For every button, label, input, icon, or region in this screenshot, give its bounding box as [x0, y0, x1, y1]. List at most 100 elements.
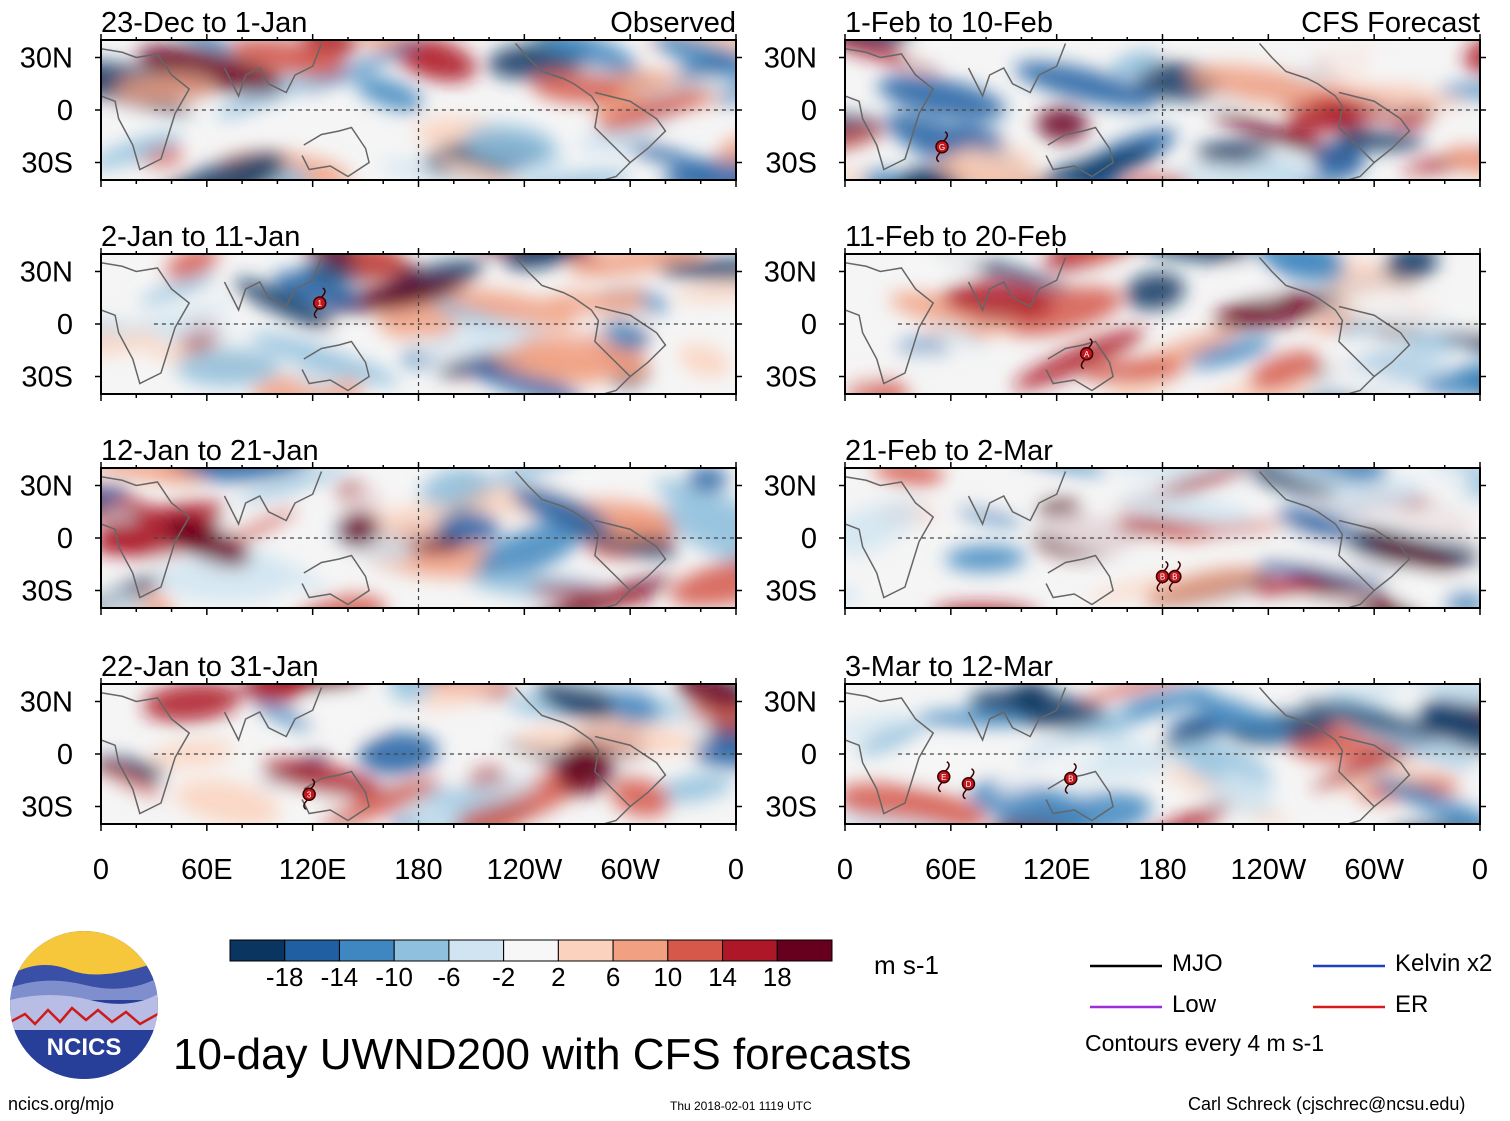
colorbar-tick-label: 2 — [551, 962, 566, 992]
lat-label: 30N — [20, 471, 73, 503]
legend-label: Low — [1172, 991, 1217, 1018]
lat-label: 30N — [764, 471, 817, 503]
panel-3: 30N 0 30S 12-Jan to 21-Jan — [20, 435, 742, 615]
wind-field — [101, 254, 736, 394]
lat-label: 30S — [21, 576, 73, 608]
lon-label: 60E — [181, 854, 233, 886]
storm-marker: D — [961, 768, 976, 800]
lat-label: 30S — [21, 792, 73, 824]
lat-label: 30N — [764, 257, 817, 289]
colorbar-swatch — [393, 939, 450, 962]
lon-label: 120W — [486, 854, 562, 886]
lat-label: 0 — [57, 95, 73, 127]
panel-title: 22-Jan to 31-Jan — [101, 651, 319, 683]
panel-title: 23-Dec to 1-Jan — [101, 7, 307, 39]
storm-marker: 3 — [302, 778, 316, 810]
lon-label: 0 — [728, 854, 744, 886]
colorbar-swatch — [776, 939, 833, 962]
storm-marker: G — [935, 131, 949, 163]
lat-label: 30S — [765, 576, 817, 608]
contour-note: Contours every 4 m s-1 — [1085, 1030, 1325, 1056]
storm-label: B — [1172, 573, 1177, 582]
lat-label: 30N — [20, 257, 73, 289]
storm-label: B — [1068, 775, 1073, 784]
storm-marker: E — [937, 761, 951, 793]
colorbar-swatch — [338, 939, 395, 962]
wind-field — [845, 40, 1480, 180]
storm-label: 3 — [307, 790, 312, 799]
legend-label: Kelvin x2 — [1395, 950, 1493, 977]
colorbar-tick-label: -14 — [320, 962, 359, 992]
lat-label: 30S — [765, 148, 817, 180]
lon-label: 180 — [1138, 854, 1186, 886]
lat-label: 0 — [57, 523, 73, 555]
lat-label: 0 — [801, 95, 817, 127]
lat-label: 30N — [764, 687, 817, 719]
lat-label: 0 — [57, 309, 73, 341]
lat-label: 0 — [801, 523, 817, 555]
panel-title: 11-Feb to 20-Feb — [845, 221, 1067, 253]
panel-4: 30N 0 30S 22-Jan to 31-Jan 3 — [20, 651, 742, 831]
colorbar-swatch — [503, 939, 559, 962]
colorbar-tick-label: 6 — [605, 962, 621, 992]
panel-6: 30N 0 30S 11-Feb to 20-Feb A — [764, 221, 1486, 401]
colorbar-swatch — [448, 939, 505, 962]
footer-url[interactable]: ncics.org/mjo — [8, 1094, 115, 1114]
colorbar-swatch — [667, 939, 724, 962]
coastlines — [101, 687, 667, 824]
wind-field — [101, 684, 736, 824]
lat-label: 30S — [21, 148, 73, 180]
logo-text: NCICS — [47, 1034, 122, 1061]
legend-label: ER — [1395, 991, 1429, 1018]
footer-timestamp: Thu 2018-02-01 1119 UTC — [670, 1099, 812, 1113]
lon-label: 120E — [279, 854, 347, 886]
storm-label: E — [941, 773, 946, 782]
panel-title: 1-Feb to 10-Feb — [845, 7, 1053, 39]
footer-author: Carl Schreck (cjschrec@ncsu.edu) — [1188, 1094, 1466, 1114]
colorbar-tick-label: 18 — [762, 962, 792, 992]
panel-2: 30N 0 30S 2-Jan to 11-Jan 1 — [20, 221, 742, 401]
panel-title: 3-Mar to 12-Mar — [845, 651, 1053, 683]
colorbar-tick-label: 10 — [653, 962, 683, 992]
lat-label: 30S — [765, 362, 817, 394]
panel-title: 2-Jan to 11-Jan — [101, 221, 300, 253]
lat-label: 30S — [21, 362, 73, 394]
colorbar-swatch — [722, 939, 778, 962]
lat-label: 30S — [765, 792, 817, 824]
storm-label: 1 — [317, 299, 322, 308]
colorbar-units: m s-1 — [874, 950, 939, 980]
panel-source: Observed — [610, 7, 736, 39]
panel-7: 30N 0 30S 21-Feb to 2-Mar B B — [764, 435, 1486, 615]
panel-5: 30N 0 30S 1-Feb to 10-Feb CFS Forecast G — [764, 7, 1486, 187]
lat-label: 0 — [801, 739, 817, 771]
colorbar-swatch — [557, 939, 614, 962]
lat-label: 30N — [20, 687, 73, 719]
lat-label: 0 — [801, 309, 817, 341]
storm-marker: B — [1064, 762, 1078, 795]
colorbar-tick-label: -2 — [492, 962, 516, 992]
wind-field — [101, 40, 736, 180]
storm-label: A — [1084, 350, 1090, 359]
legend-label: MJO — [1172, 950, 1223, 977]
lat-label: 30N — [20, 43, 73, 75]
lon-label: 120W — [1230, 854, 1306, 886]
coastlines — [845, 471, 1411, 608]
colorbar-tick-label: -6 — [437, 962, 461, 992]
colorbar-swatch — [612, 939, 669, 962]
lon-label: 0 — [1472, 854, 1488, 886]
lon-label: 60W — [600, 854, 660, 886]
colorbar-swatch — [229, 939, 286, 962]
lon-label: 180 — [394, 854, 442, 886]
chart-title: 10-day UWND200 with CFS forecasts — [173, 1030, 912, 1079]
lon-label: 0 — [837, 854, 853, 886]
coastlines — [101, 43, 667, 180]
lon-label: 60W — [1344, 854, 1404, 886]
coastlines — [101, 471, 667, 608]
colorbar-tick-label: -18 — [265, 962, 304, 992]
coastlines — [845, 43, 1411, 180]
storm-label: B — [1160, 573, 1165, 582]
lon-label: 60E — [925, 854, 977, 886]
colorbar-tick-label: -10 — [375, 962, 413, 992]
colorbar-tick-label: 14 — [708, 962, 737, 992]
